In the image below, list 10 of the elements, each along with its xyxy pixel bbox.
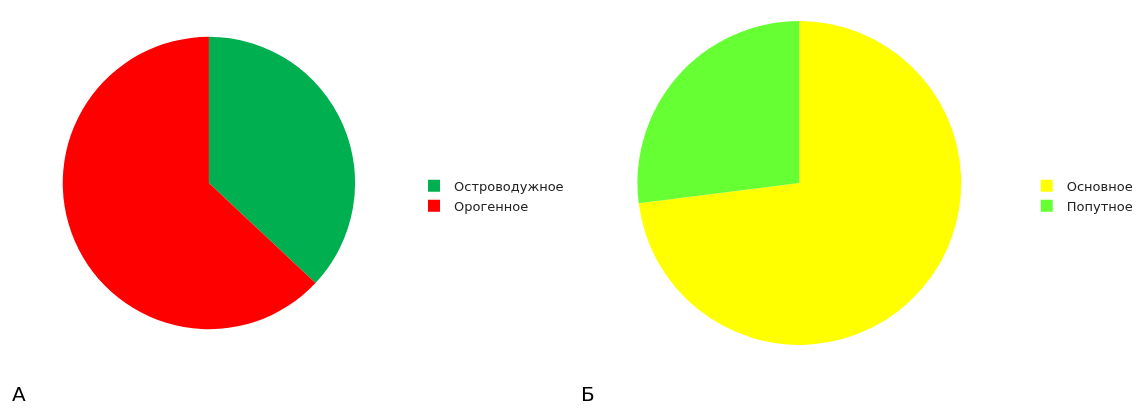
text: Б — [581, 382, 595, 406]
text: А — [12, 382, 26, 406]
legend-label: Основное — [1066, 178, 1133, 194]
pie-slice — [638, 21, 962, 345]
legend-label: Попутное — [1066, 198, 1133, 214]
pie-slice — [62, 36, 316, 329]
legend-label: Островодужное — [454, 178, 564, 194]
pie-slice — [208, 36, 356, 284]
pie-slice — [637, 21, 800, 204]
legend-label: Орогенное — [454, 198, 529, 214]
